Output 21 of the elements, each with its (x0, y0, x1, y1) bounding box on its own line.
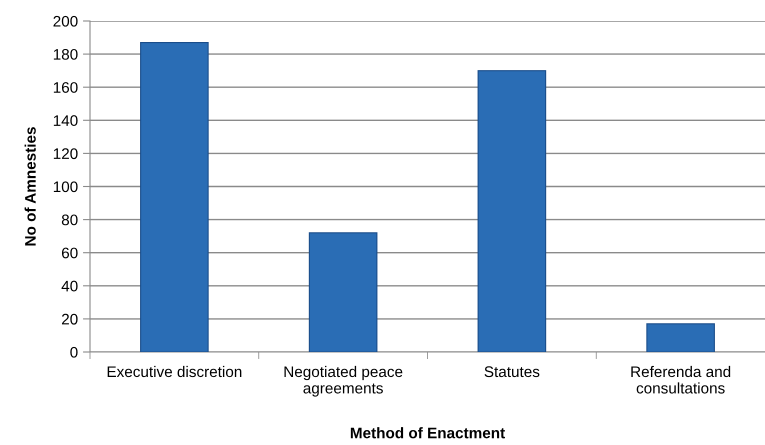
y-tick-label: 160 (54, 82, 78, 93)
x-tick-label: Referenda and consultations (631, 366, 730, 394)
y-tick-label: 20 (62, 314, 78, 325)
bar (140, 42, 209, 352)
bar (646, 323, 715, 352)
y-tick-label: 100 (54, 181, 78, 192)
x-tick-label: Statutes (484, 366, 540, 378)
y-axis-title: No of Amnesties (24, 127, 36, 246)
y-tick-label: 40 (62, 280, 78, 292)
y-tick-label: 80 (62, 214, 78, 226)
y-tick-label: 120 (54, 148, 78, 160)
y-tick-label: 140 (54, 115, 78, 126)
y-tick-label: 180 (54, 48, 78, 60)
y-tick-label: 60 (62, 248, 78, 258)
bar (308, 232, 378, 352)
y-tick-label: 200 (53, 16, 78, 27)
x-tick-label: Negotiated peace agreements (284, 366, 402, 397)
bar (478, 70, 546, 352)
x-axis-title: Method of Enactment (350, 427, 505, 438)
y-tick-label: 0 (70, 346, 78, 358)
x-tick-label: Executive discretion (108, 366, 242, 378)
